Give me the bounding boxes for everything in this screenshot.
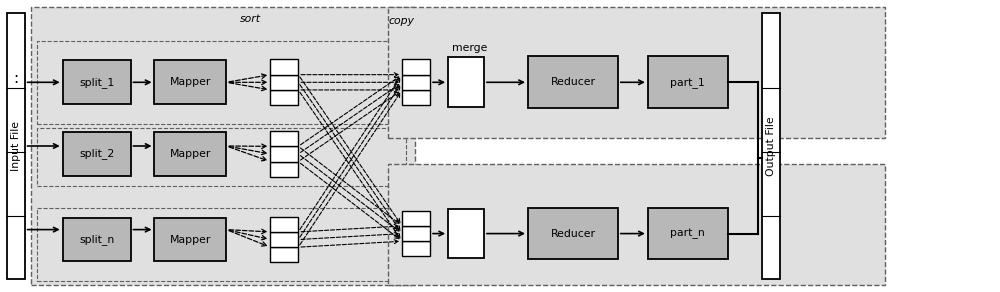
Bar <box>270 59 298 75</box>
Bar <box>388 7 885 138</box>
Bar <box>402 226 430 241</box>
Bar <box>402 211 430 226</box>
Bar <box>270 247 298 263</box>
Text: Reducer: Reducer <box>550 229 595 239</box>
Bar <box>270 90 298 105</box>
Text: :: : <box>13 71 18 86</box>
Text: Mapper: Mapper <box>170 149 211 159</box>
Bar <box>270 161 298 177</box>
Bar <box>528 208 618 260</box>
Text: split_1: split_1 <box>79 77 114 88</box>
Bar <box>270 217 298 232</box>
Text: merge: merge <box>452 44 487 53</box>
Bar <box>154 132 226 176</box>
Text: Input File: Input File <box>11 121 21 171</box>
Bar <box>402 90 430 105</box>
Bar <box>63 218 131 261</box>
Bar <box>648 208 728 260</box>
Bar <box>7 13 25 279</box>
Bar <box>31 7 415 285</box>
Bar <box>402 59 430 75</box>
Text: Mapper: Mapper <box>170 234 211 245</box>
Text: Reducer: Reducer <box>550 77 595 87</box>
Text: copy: copy <box>388 15 414 26</box>
Bar <box>37 208 406 281</box>
Text: part_1: part_1 <box>670 77 705 88</box>
Bar <box>448 209 484 258</box>
Text: Output File: Output File <box>766 116 776 176</box>
Bar <box>154 218 226 261</box>
Bar <box>270 75 298 90</box>
Bar <box>388 164 885 285</box>
Bar <box>270 131 298 146</box>
Bar <box>270 232 298 247</box>
Bar <box>528 56 618 108</box>
Bar <box>63 60 131 104</box>
Bar <box>63 132 131 176</box>
Bar <box>448 58 484 107</box>
Text: split_n: split_n <box>79 234 114 245</box>
Bar <box>154 60 226 104</box>
Bar <box>402 75 430 90</box>
Bar <box>648 56 728 108</box>
Bar <box>37 128 406 186</box>
Text: Mapper: Mapper <box>170 77 211 87</box>
Bar <box>762 13 780 279</box>
Bar <box>402 241 430 256</box>
Text: split_2: split_2 <box>79 149 114 159</box>
Text: sort: sort <box>240 14 261 24</box>
Bar <box>37 41 406 124</box>
Text: part_n: part_n <box>670 228 705 239</box>
Bar <box>270 146 298 161</box>
